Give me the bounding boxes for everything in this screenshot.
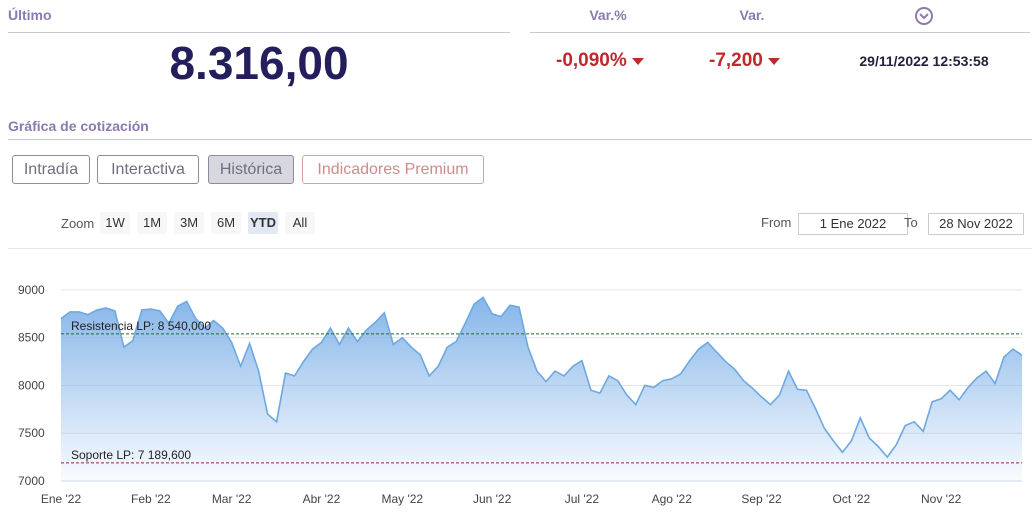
to-label: To (904, 215, 918, 230)
tab-active[interactable]: Histórica (208, 155, 294, 184)
to-input[interactable]: 28 Nov 2022 (928, 213, 1024, 235)
x-tick-label: Abr '22 (303, 492, 341, 506)
area (61, 297, 1022, 481)
section-title: Gráfica de cotización (8, 118, 149, 134)
var-label: Var. (739, 7, 765, 23)
zoom-button[interactable]: 3M (174, 212, 204, 234)
y-tick-label: 9000 (18, 283, 45, 297)
var: -7,200 (709, 50, 781, 72)
from-input[interactable]: 1 Ene 2022 (798, 213, 908, 235)
expand-icon[interactable] (914, 6, 934, 26)
var-pct-value: -0,090% (556, 50, 627, 71)
last-label: Último (8, 7, 52, 23)
x-tick-label: Nov '22 (921, 492, 962, 506)
datetime: 29/11/2022 12:53:58 (859, 53, 989, 69)
tab[interactable]: Intradía (12, 155, 90, 184)
var-value: -7,200 (709, 50, 763, 71)
var-pct: -0,090% (556, 50, 645, 72)
zoom-label: Zoom (61, 216, 95, 231)
last-value: 8.316,00 (169, 37, 349, 89)
y-tick-label: 7000 (18, 474, 45, 488)
divider (8, 139, 1032, 140)
reference-label: Resistencia LP: 8 540,000 (71, 319, 211, 333)
tab[interactable]: Interactiva (97, 155, 199, 184)
zoom-button[interactable]: All (285, 212, 315, 234)
x-tick-label: Sep '22 (741, 492, 782, 506)
down-arrow (768, 58, 781, 65)
zoom-button[interactable]: 1M (137, 212, 167, 234)
zoom-button[interactable]: 6M (211, 212, 241, 234)
y-tick-label: 7500 (18, 426, 45, 440)
x-tick-label: May '22 (381, 492, 423, 506)
line (60, 296, 1023, 459)
zoom-button[interactable]: 1W (100, 212, 130, 234)
x-tick-label: Ene '22 (41, 492, 82, 506)
x-tick-label: Jul '22 (565, 492, 600, 506)
divider (8, 32, 510, 33)
zoom-button-active[interactable]: YTD (248, 212, 278, 234)
divider (8, 248, 1032, 249)
reference-label: Soporte LP: 7 189,600 (71, 448, 191, 462)
x-tick-label: Mar '22 (212, 492, 252, 506)
chart: 7000 7500 8000 8500 9000 Resistencia LP: 8 54… (18, 283, 1023, 506)
y-tick-label: 8000 (18, 378, 45, 392)
from-label: From (761, 215, 792, 230)
x-tick-label: Feb '22 (131, 492, 171, 506)
down-arrow (632, 58, 645, 65)
y-tick-label: 8500 (18, 331, 45, 345)
var-pct-label: Var.% (589, 7, 627, 23)
tab[interactable]: Indicadores Premium (302, 155, 484, 184)
x-tick-label: Oct '22 (833, 492, 871, 506)
x-tick-label: Ago '22 (652, 492, 693, 506)
divider (530, 32, 1030, 33)
x-tick-label: Jun '22 (473, 492, 512, 506)
